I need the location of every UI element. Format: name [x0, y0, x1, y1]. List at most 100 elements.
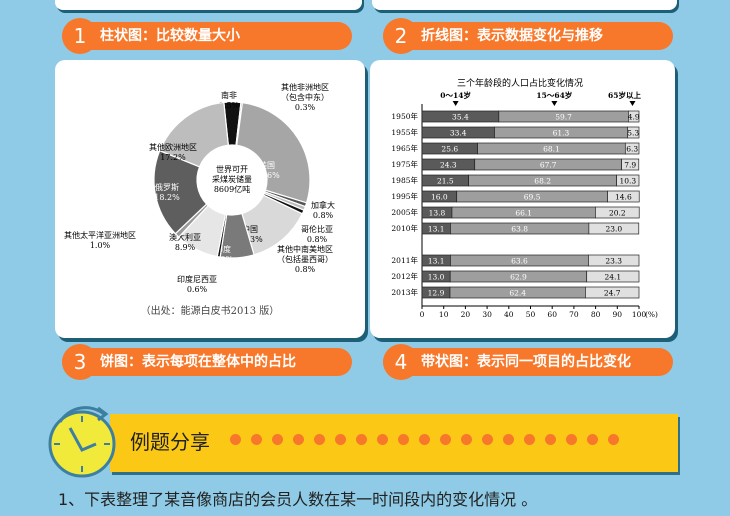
pie-center-label: 8609亿吨 [214, 184, 250, 194]
pie-label-value: 0.8% [313, 211, 334, 220]
bar-segment [607, 190, 640, 203]
pie-slice [236, 102, 311, 204]
pie-slice-label: 其他非洲地区（包含中东） 0.3% [281, 82, 329, 112]
pie-slice [158, 101, 230, 168]
x-tick-label: 60 [547, 310, 557, 319]
banner-title: 例题分享 [130, 430, 210, 454]
category-label: 2005年 [391, 207, 418, 217]
category-label: 1985年 [391, 175, 418, 185]
dot [377, 434, 388, 445]
question-text: 1、下表整理了某音像商店的会员人数在某一时间段内的变化情况 。 [58, 490, 538, 509]
bar-value-label: 13.1 [428, 225, 445, 234]
dot [440, 434, 451, 445]
bar-value-label: 68.1 [543, 145, 560, 154]
example-banner [110, 414, 678, 472]
x-tick-label: 40 [504, 310, 514, 319]
x-tick-label: 70 [569, 310, 579, 319]
bar-value-label: 13.1 [428, 257, 445, 266]
dot [461, 434, 472, 445]
pie-label-value: 27.6% [254, 171, 280, 180]
pie-slice-label: 印度尼西亚 0.6% [177, 274, 217, 294]
bar-value-label: 24.7 [604, 289, 621, 298]
x-tick-label: 30 [482, 310, 492, 319]
bar-value-label: 4.9 [628, 113, 640, 122]
legend-marker [551, 101, 558, 106]
bar-segment [616, 174, 640, 187]
bar-segment [588, 222, 640, 235]
dot [566, 434, 577, 445]
bar-value-label: 25.6 [441, 145, 458, 154]
bar-value-label: 12.9 [428, 289, 445, 298]
pie-label-line: 其他欧洲地区 [149, 142, 197, 152]
section-label-2: 2 折线图：表示数据变化与推移 [383, 18, 673, 54]
bar-value-label: 6.3 [626, 145, 638, 154]
pie-slice-label: 其他太平洋亚洲地区 1.0% [64, 230, 136, 250]
category-label: 1955年 [391, 127, 418, 137]
category-label: 2012年 [391, 271, 418, 281]
dot [398, 434, 409, 445]
dot [419, 434, 430, 445]
legend-label: 65岁以上 [608, 90, 641, 100]
category-label: 2013年 [391, 287, 418, 297]
dot [587, 434, 598, 445]
pie-slice-label: 南非 3.5% [219, 90, 240, 110]
dot [251, 434, 262, 445]
bar-segment [585, 286, 640, 299]
bar-value-label: 24.3 [440, 161, 457, 170]
pie-slice-label: 澳大利亚 8.9% [169, 232, 201, 252]
pie-slice-label: 加拿大 0.8% [311, 200, 335, 220]
pie-label-line: 印度尼西亚 [177, 274, 217, 284]
dot [524, 434, 535, 445]
bar-value-label: 5.3 [627, 129, 639, 138]
top-card-left [55, 0, 362, 10]
legend-label: 0～14岁 [440, 90, 471, 100]
pie-label-line: 其他非洲地区 [281, 82, 329, 92]
x-tick-label: 50 [526, 310, 536, 319]
bar-value-label: 14.6 [615, 193, 632, 202]
category-label: 2011年 [391, 255, 418, 265]
dot [482, 434, 493, 445]
pie-label-value: 1.0% [90, 241, 111, 250]
pie-center-label: 世界可开 [216, 164, 248, 174]
bar-value-label: 21.5 [437, 177, 454, 186]
bar-value-label: 33.4 [450, 129, 467, 138]
pie-chart: 南非 3.5% 其他非洲地区（包含中东） 0.3% 美国 27.6% 加拿大 0.8% 哥伦比亚… [64, 82, 335, 317]
bar-segment [586, 270, 640, 283]
bar-value-label: 10.3 [619, 177, 636, 186]
bar-value-label: 68.2 [534, 177, 551, 186]
pie-label-line: 俄罗斯 [155, 182, 179, 192]
pie-label-line: 南非 [221, 90, 237, 100]
pie-slice-label: 俄罗斯 18.2% [154, 182, 180, 202]
pie-slice-label: 美国 27.6% [254, 160, 280, 180]
bar-segment [628, 110, 640, 123]
pie-chart-card: 南非 3.5% 其他非洲地区（包含中东） 0.3% 美国 27.6% 加拿大 0.8% 哥伦比亚… [55, 60, 365, 338]
pie-source: （出处：能源白皮书2013 版） [141, 304, 280, 317]
pie-label-line: （包含中东） [281, 92, 329, 102]
pie-label-value: 17.2% [160, 153, 186, 162]
pie-label-line: 哥伦比亚 [301, 224, 333, 234]
pie-label-line: 澳大利亚 [169, 232, 201, 242]
bar-value-label: 23.0 [605, 225, 622, 234]
category-label: 2010年 [391, 223, 418, 233]
pie-slice-label: 印度 7.0% [213, 244, 234, 264]
bar-segment [595, 206, 640, 219]
pie-label-value: 0.8% [307, 235, 328, 244]
bar-value-label: 23.3 [605, 257, 622, 266]
chart-title: 三个年龄段的人口占比变化情况 [457, 77, 583, 89]
pie-label-value: 0.3% [295, 103, 316, 112]
bar-value-label: 63.6 [511, 257, 528, 266]
bar-value-label: 67.7 [540, 161, 557, 170]
x-tick-label: 100 [632, 310, 647, 319]
dot [293, 434, 304, 445]
band-chart-card: 三个年龄段的人口占比变化情况 0～14岁 15～64岁 65岁以上 1950年 35.4 5… [370, 60, 675, 338]
dot [272, 434, 283, 445]
pie-label-value: 0.8% [295, 265, 316, 274]
bar-value-label: 62.9 [510, 273, 527, 282]
pie-label-line: 中国 [242, 224, 258, 234]
pie-label-value: 13.3% [237, 235, 263, 244]
pie-slice-label: 其他欧洲地区 17.2% [149, 142, 197, 162]
pie-label-value: 8.9% [175, 243, 196, 252]
section-label-4: 4 带状图：表示同一项目的占比变化 [383, 344, 673, 380]
bar-value-label: 13.0 [428, 273, 445, 282]
